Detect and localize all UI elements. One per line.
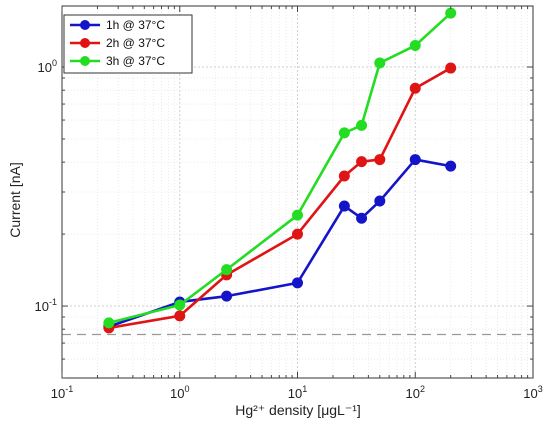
tick-marks <box>61 6 533 379</box>
legend-entry: 2h @ 37°C <box>70 36 165 50</box>
data-point <box>338 200 350 212</box>
data-point <box>409 154 421 166</box>
data-point <box>174 310 186 322</box>
data-point <box>409 82 421 94</box>
data-point <box>103 317 115 329</box>
data-point <box>221 290 233 302</box>
series-3 <box>103 7 457 329</box>
legend-label: 1h @ 37°C <box>106 18 165 32</box>
x-tick-label: 102 <box>406 384 425 401</box>
data-point <box>356 119 368 131</box>
data-point <box>338 170 350 182</box>
data-point <box>292 228 303 240</box>
data-point <box>338 127 350 139</box>
data-point <box>292 277 303 289</box>
y-axis-label: Current [nA] <box>7 162 23 237</box>
x-tick-label: 100 <box>170 384 189 401</box>
x-tick-label: 101 <box>288 384 307 401</box>
x-tick-label: 103 <box>523 384 542 401</box>
x-tick-labels: 10-1 100 101 102 103 <box>51 384 543 401</box>
legend: 1h @ 37°C 2h @ 37°C 3h @ 37°C <box>63 14 193 74</box>
series-layer <box>103 7 457 334</box>
series-line <box>108 66 452 330</box>
data-point <box>374 57 386 69</box>
data-point <box>374 154 386 166</box>
legend-entry: 1h @ 37°C <box>70 18 165 32</box>
legend-swatch-marker <box>80 38 90 48</box>
legend-swatch-marker <box>80 56 90 66</box>
data-point <box>445 160 457 172</box>
legend-entry: 3h @ 37°C <box>70 54 165 68</box>
x-axis-label: Hg²⁺ density [μgL⁻¹] <box>235 402 361 418</box>
data-point <box>292 209 303 221</box>
data-point <box>445 62 457 74</box>
y-tick-label: 100 <box>38 58 57 75</box>
data-point <box>409 40 421 52</box>
data-point <box>374 195 386 207</box>
legend-label: 2h @ 37°C <box>106 36 165 50</box>
data-point <box>356 156 368 168</box>
y-tick-label: 10-1 <box>35 297 57 314</box>
legend-label: 3h @ 37°C <box>106 54 165 68</box>
data-point <box>174 299 186 311</box>
x-tick-label: 10-1 <box>51 384 73 401</box>
y-tick-labels: 10-1 100 <box>35 58 57 314</box>
data-point <box>445 7 457 19</box>
series-2 <box>103 62 457 334</box>
data-point <box>221 264 233 276</box>
data-point <box>356 212 368 224</box>
legend-swatch-marker <box>80 20 90 30</box>
